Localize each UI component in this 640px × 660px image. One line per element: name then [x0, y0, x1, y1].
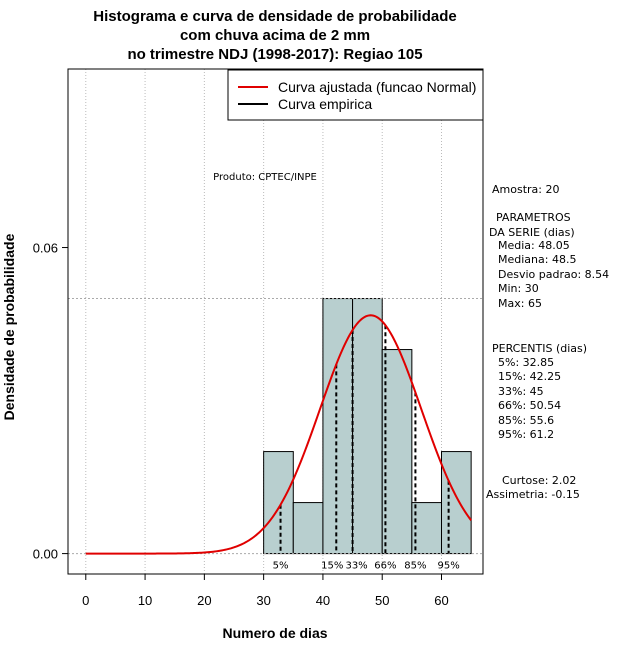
- chart-title-line-2: com chuva acima de 2 mm: [180, 27, 370, 44]
- percentile-label-85: 85%: [404, 561, 426, 572]
- chart-title-line-1: Histograma e curva de densidade de proba…: [93, 8, 456, 25]
- histogram-bar-4: [352, 298, 383, 555]
- percentile-label-95: 95%: [437, 561, 459, 572]
- plot-frame: [67, 68, 484, 575]
- product-annotation: Produto: CPTEC/INPE: [213, 172, 317, 183]
- histogram-bar-5: [381, 349, 413, 555]
- histogram-bar-2: [292, 502, 324, 555]
- x-tick-label-40: 40: [316, 593, 330, 608]
- legend: Curva ajustada (funcao Normal) Curva emp…: [227, 69, 484, 121]
- percentil-5: 5%: 32.85: [498, 356, 554, 369]
- y-tick-label-1: 0.06: [33, 241, 58, 256]
- x-axis-label: Numero de dias: [222, 625, 327, 641]
- param-media: Media: 48.05: [498, 239, 570, 252]
- legend-fit-label: Curva ajustada (funcao Normal): [278, 79, 476, 95]
- stat-curtose: Curtose: 2.02: [502, 474, 576, 487]
- param-header-2: DA SERIE (dias): [489, 226, 575, 239]
- percentile-label-5: 5%: [273, 561, 289, 572]
- y-axis-label: Densidade de probabilidade: [1, 233, 17, 420]
- x-tick-label-10: 10: [138, 593, 152, 608]
- percentile-label-33: 33%: [345, 561, 367, 572]
- x-tick-label-30: 30: [256, 593, 270, 608]
- y-tick-label-0: 0.00: [33, 547, 58, 562]
- histogram-bar-1: [263, 451, 294, 555]
- stat-amostra: Amostra: 20: [492, 183, 559, 196]
- percentil-85: 85%: 55.6: [498, 414, 554, 427]
- x-tick-label-20: 20: [197, 593, 211, 608]
- legend-empirical-label: Curva empirica: [278, 96, 372, 112]
- percentil-66: 66%: 50.54: [498, 399, 561, 412]
- axis-layer: 0 10 20 30 40 50 60 0.00 0.06: [33, 241, 449, 608]
- percentile-label-15: 15%: [321, 561, 343, 572]
- stats-panel: Amostra: 20 PARAMETROS DA SERIE (dias) M…: [486, 183, 609, 501]
- histogram-bar-7: [441, 451, 472, 555]
- legend-box: [227, 69, 484, 121]
- param-mediana: Mediana: 48.5: [498, 253, 576, 266]
- curve-layer: [85, 314, 472, 555]
- chart-title-line-3: no trimestre NDJ (1998-2017): Regiao 105: [127, 46, 422, 63]
- normal-fit-curve: [85, 314, 472, 555]
- param-min: Min: 30: [498, 282, 539, 295]
- histogram-bar-6: [411, 502, 443, 555]
- param-max: Max: 65: [498, 297, 542, 310]
- param-header-1: PARAMETROS: [496, 211, 571, 224]
- percentil-33: 33%: 45: [498, 385, 544, 398]
- percentil-95: 95%: 61.2: [498, 428, 554, 441]
- x-tick-label-60: 60: [434, 593, 448, 608]
- percentil-15: 15%: 42.25: [498, 370, 561, 383]
- percentile-label-66: 66%: [374, 561, 396, 572]
- param-desvio: Desvio padrao: 8.54: [498, 268, 609, 281]
- bars-layer: [263, 298, 472, 555]
- x-tick-label-0: 0: [82, 593, 89, 608]
- x-tick-label-50: 50: [375, 593, 389, 608]
- percentis-header: PERCENTIS (dias): [492, 342, 587, 355]
- percentile-layer: 5% 15% 33% 66% 85% 95%: [273, 325, 460, 572]
- stat-assimetria: Assimetria: -0.15: [486, 488, 580, 501]
